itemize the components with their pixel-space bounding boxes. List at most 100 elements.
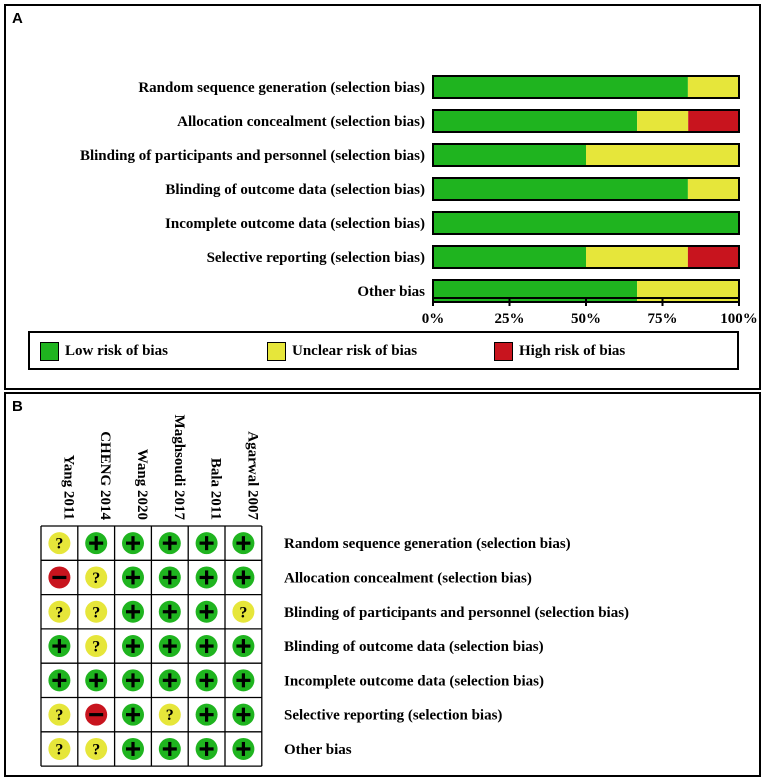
unclear-risk-icon: [48, 703, 71, 726]
category-label: Random sequence generation (selection bi…: [138, 80, 425, 96]
unclear-risk-icon: [85, 600, 108, 623]
minus-bar: [52, 575, 67, 580]
plus-bar: [241, 536, 245, 551]
plus-bar: [168, 604, 172, 619]
bar-segment-high: [687, 246, 739, 268]
question-mark: ?: [92, 604, 100, 621]
study-label: CHENG 2014: [97, 431, 113, 520]
domain-label: Incomplete outcome data (selection bias): [284, 673, 544, 689]
unclear-risk-icon: [85, 566, 108, 589]
plus-bar: [168, 536, 172, 551]
legend-label-low: Low risk of bias: [65, 343, 168, 359]
x-tick-label: 50%: [571, 311, 601, 324]
bar-outline: [432, 75, 740, 99]
domain-label: Random sequence generation (selection bi…: [284, 536, 571, 552]
study-label: Maghsoudi 2017: [171, 415, 187, 521]
x-tick-label: 100%: [720, 311, 758, 324]
plus-bar: [131, 536, 135, 551]
bar-outline: [432, 211, 740, 235]
unclear-risk-icon: [85, 635, 108, 658]
plus-bar: [205, 570, 209, 585]
panel-a-label: A: [12, 10, 23, 27]
bar-chart: Random sequence generation (selection bi…: [80, 75, 758, 324]
bar-outline: [432, 177, 740, 201]
legend-swatch-low: [40, 342, 59, 361]
domain-label: Allocation concealment (selection bias): [284, 570, 532, 586]
bar-segment-low: [433, 144, 586, 166]
bar-segment-unclear: [637, 280, 739, 302]
question-mark: ?: [166, 707, 174, 724]
category-label: Blinding of outcome data (selection bias…: [165, 182, 425, 198]
plus-bar: [57, 639, 61, 654]
study-label: Agarwal 2007: [244, 431, 260, 520]
x-tick-label: 75%: [648, 311, 678, 324]
bar-segment-low: [433, 110, 638, 132]
plus-bar: [205, 604, 209, 619]
bar-segment-high: [688, 110, 740, 132]
minus-bar: [89, 713, 104, 717]
plus-bar: [205, 741, 209, 756]
bar-outline: [432, 143, 740, 167]
bar-segment-low: [433, 246, 586, 268]
question-mark: ?: [55, 741, 63, 758]
plus-bar: [94, 673, 98, 688]
study-label: Yang 2011: [60, 455, 76, 520]
legend-label-unclear: Unclear risk of bias: [292, 343, 418, 359]
plus-bar: [241, 639, 245, 654]
legend-item-unclear: Unclear risk of bias: [267, 342, 417, 361]
plus-bar: [241, 570, 245, 585]
x-tick-label: 25%: [495, 311, 525, 324]
legend-item-high: High risk of bias: [494, 342, 625, 361]
bar-segment-unclear: [637, 110, 689, 132]
question-mark: ?: [92, 741, 100, 758]
question-mark: ?: [55, 604, 63, 621]
unclear-risk-icon: [85, 737, 108, 760]
plus-bar: [241, 741, 245, 756]
unclear-risk-icon: [48, 600, 71, 623]
bar-segment-low: [433, 76, 688, 98]
legend-swatch-unclear: [267, 342, 286, 361]
unclear-risk-icon: [48, 737, 71, 760]
bar-outline: [432, 109, 740, 133]
study-label: Bala 2011: [208, 458, 224, 520]
plus-bar: [131, 673, 135, 688]
plus-bar: [205, 673, 209, 688]
panel-b: B Yang 2011 CHENG 2014 Wang 2020 Maghsoudi …: [4, 392, 761, 777]
category-label: Blinding of participants and personnel (…: [80, 148, 425, 164]
plus-bar: [131, 707, 135, 722]
plus-bar: [94, 536, 98, 551]
bar-segment-unclear: [687, 178, 739, 200]
unclear-risk-icon: [232, 600, 255, 623]
plus-bar: [131, 570, 135, 585]
question-mark: ?: [92, 570, 100, 587]
bar-segment-unclear: [586, 246, 688, 268]
panel-b-label: B: [12, 398, 23, 415]
plus-bar: [168, 673, 172, 688]
plus-bar: [241, 673, 245, 688]
legend-swatch-high: [494, 342, 513, 361]
risk-of-bias-summary: Yang 2011 CHENG 2014 Wang 2020 Maghsoudi 20…: [40, 415, 629, 767]
unclear-risk-icon: [158, 703, 181, 726]
question-mark: ?: [55, 536, 63, 553]
study-label: Wang 2020: [134, 449, 150, 520]
bar-segment-unclear: [687, 76, 739, 98]
plus-bar: [168, 570, 172, 585]
question-mark: ?: [55, 707, 63, 724]
category-label: Selective reporting (selection bias): [207, 250, 425, 266]
category-label: Allocation concealment (selection bias): [177, 114, 425, 130]
bar-segment-unclear: [586, 144, 739, 166]
domain-label: Blinding of participants and personnel (…: [284, 605, 629, 621]
legend-item-low: Low risk of bias: [40, 342, 168, 361]
plus-bar: [168, 639, 172, 654]
plus-bar: [241, 707, 245, 722]
bar-segment-low: [433, 212, 739, 234]
bar-outline: [432, 245, 740, 269]
domain-label: Selective reporting (selection bias): [284, 708, 502, 724]
question-mark: ?: [239, 604, 247, 621]
plus-bar: [57, 673, 61, 688]
plus-bar: [205, 536, 209, 551]
unclear-risk-icon: [48, 532, 71, 555]
category-label: Incomplete outcome data (selection bias): [165, 216, 425, 232]
domain-label: Other bias: [284, 742, 352, 758]
plus-bar: [131, 741, 135, 756]
